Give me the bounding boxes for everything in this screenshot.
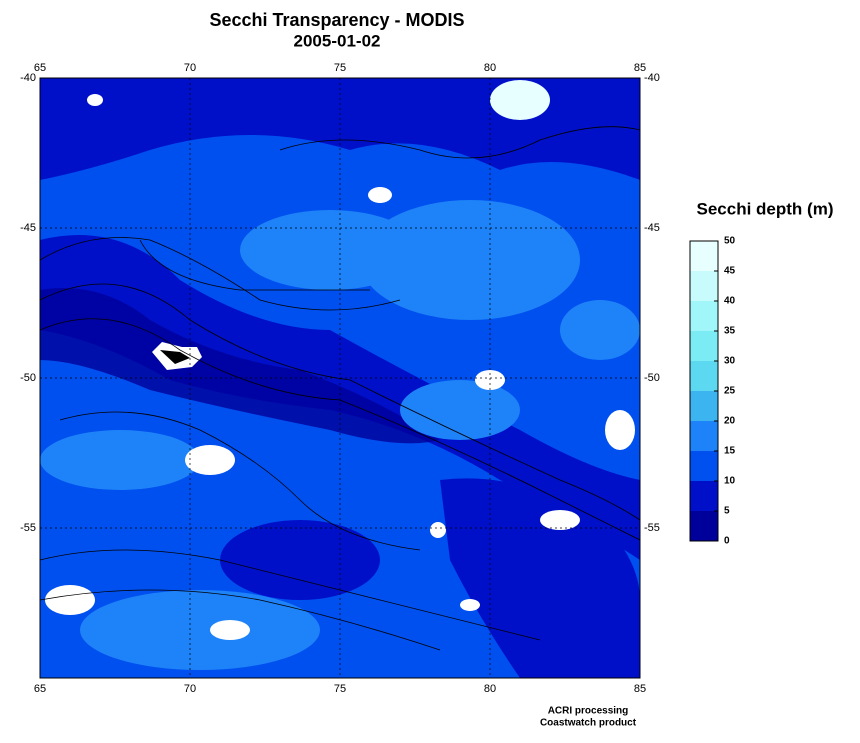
colorbar-band: [690, 511, 718, 541]
chart-title: Secchi Transparency - MODIS: [209, 10, 464, 30]
colorbar-tick-label: 25: [724, 386, 736, 397]
colorbar-tick-label: 20: [724, 416, 736, 427]
y-tick-label: -40: [20, 72, 36, 84]
x-tick-label: 70: [184, 62, 196, 74]
colorbar-band: [690, 241, 718, 271]
colorbar-band: [690, 481, 718, 511]
colorbar-tick-label: 30: [724, 356, 736, 367]
x-tick-label: 85: [634, 683, 646, 695]
x-tick-label: 80: [484, 62, 496, 74]
colorbar-title: Secchi depth (m): [697, 199, 834, 218]
colorbar-tick-label: 10: [724, 476, 736, 487]
colorbar-tick-label: 50: [724, 236, 736, 247]
x-tick-label: 70: [184, 683, 196, 695]
x-tick-label: 65: [34, 62, 46, 74]
y-tick-label: -40: [644, 72, 660, 84]
colorbar-band: [690, 361, 718, 391]
colorbar-tick-label: 5: [724, 506, 730, 517]
y-tick-label: -50: [644, 372, 660, 384]
colorbar-tick-label: 15: [724, 446, 736, 457]
colorbar-tick-label: 35: [724, 326, 736, 337]
x-tick-label: 65: [34, 683, 46, 695]
colorbar: 0 5 10 15 20 25 30 35 40 45 50: [689, 236, 736, 547]
colorbar-band: [690, 271, 718, 301]
y-tick-label: -55: [644, 522, 660, 534]
x-tick-label: 80: [484, 683, 496, 695]
credit: ACRI processing: [548, 706, 629, 717]
y-tick-label: -55: [20, 522, 36, 534]
x-tick-label: 75: [334, 62, 346, 74]
colorbar-tick-label: 40: [724, 296, 736, 307]
credit: Coastwatch product: [540, 718, 637, 729]
y-tick-label: -50: [20, 372, 36, 384]
colorbar-band: [690, 331, 718, 361]
y-tick-label: -45: [644, 222, 660, 234]
colorbar-band: [690, 451, 718, 481]
colorbar-tick-label: 0: [724, 536, 730, 547]
colorbar-band: [690, 391, 718, 421]
x-tick-label: 85: [634, 62, 646, 74]
chart-subtitle: 2005-01-02: [294, 31, 381, 50]
map-frame: [39, 77, 641, 679]
colorbar-band: [690, 301, 718, 331]
colorbar-band: [690, 421, 718, 451]
y-tick-label: -45: [20, 222, 36, 234]
x-tick-label: 75: [334, 683, 346, 695]
colorbar-tick-label: 45: [724, 266, 736, 277]
